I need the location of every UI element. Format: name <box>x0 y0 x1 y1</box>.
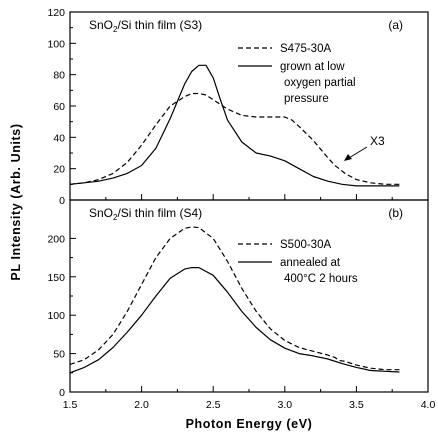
y-tick-label: 60 <box>53 101 65 113</box>
x-tick-label: 1.5 <box>63 399 78 411</box>
y-tick-label: 50 <box>53 349 65 361</box>
panel-a: 0 20 40 60 80 100 120 SnO2/Si thin film (S3) (… <box>47 7 429 207</box>
panel-b-ticks <box>69 237 429 393</box>
y-tick-label: 0 <box>59 387 65 399</box>
x-tick-label: 4.0 <box>421 399 436 411</box>
series-solid-line <box>69 64 400 187</box>
annotation-x3-arrowhead <box>344 154 352 161</box>
series-solid-line <box>69 267 400 374</box>
y-axis-label: PL Intensity (Arb. Units) <box>9 123 23 280</box>
series-dashed-line <box>69 92 400 185</box>
y-tick-label: 40 <box>53 132 65 144</box>
panel-b-tag: (b) <box>388 206 403 220</box>
legend-label: 400°C 2 hours <box>284 273 358 285</box>
panel-b-y-tick-labels: 0 50 100 150 200 <box>47 233 65 399</box>
panel-a-y-tick-labels: 0 20 40 60 80 100 120 <box>47 7 65 207</box>
legend-label: pressure <box>284 93 329 105</box>
x-tick-labels: 1.5 2.0 2.5 3.0 3.5 4.0 <box>63 399 436 411</box>
y-tick-label: 100 <box>47 310 65 322</box>
series-dashed-line <box>69 226 400 371</box>
panel-b-title: SnO2/Si thin film (S4) <box>89 206 202 222</box>
panel-b-frame <box>69 199 429 393</box>
annotation-x3-arrow <box>347 146 368 159</box>
panel-a-legend: S475-30A grown at low oxygen partial pressu… <box>238 43 356 105</box>
y-tick-label: 20 <box>53 164 65 176</box>
panel-b-legend: S500-30A annealed at 400°C 2 hours <box>238 239 358 285</box>
legend-label: annealed at <box>280 257 341 269</box>
x-tick-label: 2.5 <box>206 399 221 411</box>
annotation-x3-label: X3 <box>370 134 385 148</box>
panel-b-series <box>69 226 400 374</box>
legend-label: S500-30A <box>280 239 331 251</box>
legend-label: grown at low <box>280 61 345 73</box>
x-tick-label: 3.5 <box>349 399 364 411</box>
y-tick-label: 150 <box>47 272 65 284</box>
y-tick-label: 80 <box>53 70 65 82</box>
y-tick-label: 0 <box>59 195 65 207</box>
y-tick-label: 120 <box>47 7 65 19</box>
y-tick-label: 100 <box>47 38 65 50</box>
panel-a-ticks <box>69 11 429 201</box>
panel-a-series <box>69 64 400 187</box>
x-tick-label: 3.0 <box>277 399 292 411</box>
panel-a-title: SnO2/Si thin film (S3) <box>89 18 202 34</box>
annotation-x3: X3 <box>344 134 385 161</box>
legend-label: oxygen partial <box>284 77 356 89</box>
x-tick-label: 2.0 <box>134 399 149 411</box>
x-axis-label: Photon Energy (eV) <box>186 417 313 431</box>
panel-a-tag: (a) <box>388 18 403 32</box>
legend-label: S475-30A <box>280 43 331 55</box>
y-tick-label: 200 <box>47 233 65 245</box>
panel-a-frame <box>69 11 429 201</box>
